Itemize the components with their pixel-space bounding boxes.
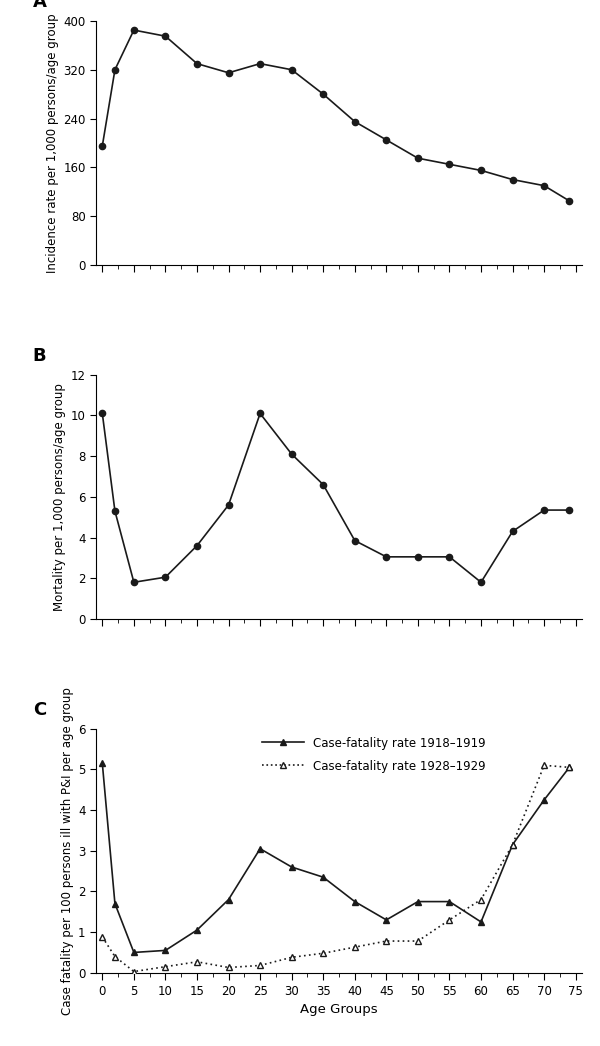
Text: A: A [33, 0, 47, 12]
Text: B: B [33, 347, 46, 365]
Y-axis label: Mortality per 1,000 persons/age group: Mortality per 1,000 persons/age group [53, 383, 67, 611]
Y-axis label: Case fatality per 100 persons ill with P&I per age group: Case fatality per 100 persons ill with P… [61, 687, 74, 1015]
Text: C: C [33, 701, 46, 719]
X-axis label: Age Groups: Age Groups [300, 1003, 378, 1016]
Y-axis label: Incidence rate per 1,000 persons/age group: Incidence rate per 1,000 persons/age gro… [46, 14, 59, 273]
Legend: Case-fatality rate 1918–1919, Case-fatality rate 1928–1929: Case-fatality rate 1918–1919, Case-fatal… [262, 737, 485, 773]
